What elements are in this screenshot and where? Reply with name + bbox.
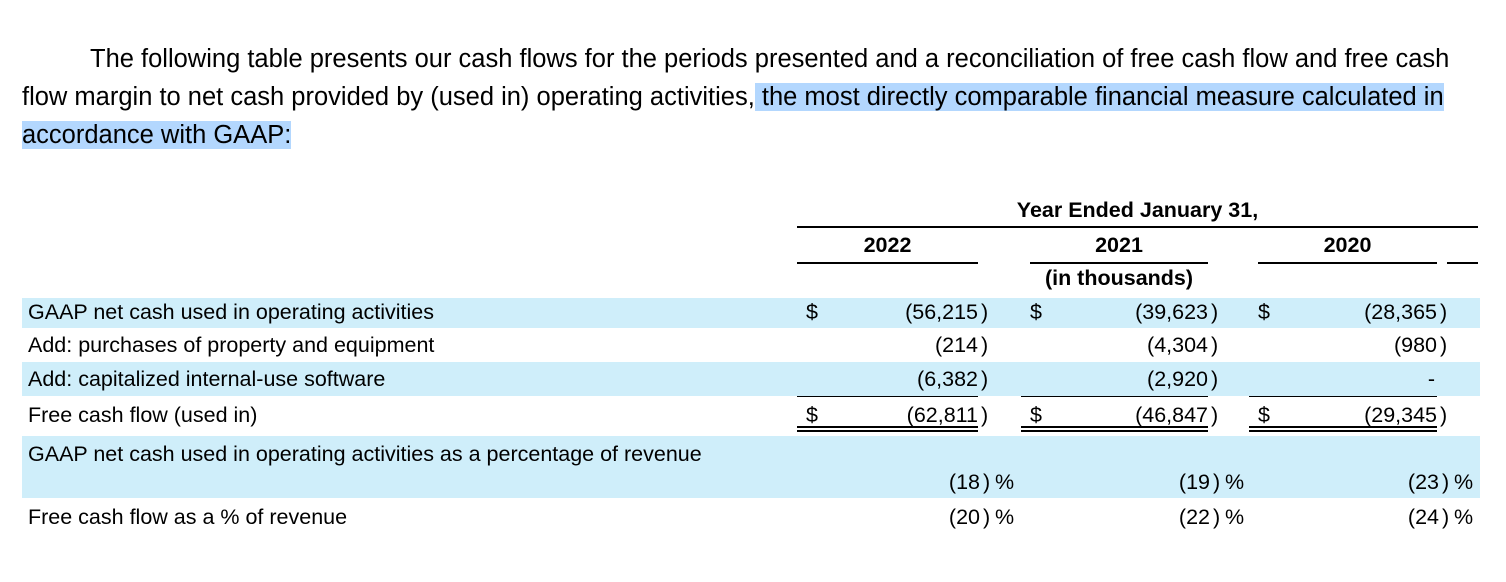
double-rule-bottom — [797, 430, 978, 432]
cell-value: (28,365 — [1364, 300, 1437, 324]
cell-value: (29,345 — [1364, 403, 1437, 427]
closing-paren: ) — [1211, 333, 1219, 357]
cell-value: (6,382 — [917, 367, 978, 391]
year-header-2020: 2020 — [1323, 233, 1372, 257]
closing-paren: ) — [1442, 470, 1450, 494]
closing-paren: ) — [1211, 367, 1219, 391]
row-label: Free cash flow (used in) — [28, 403, 258, 427]
row-label: Add: capitalized internal-use software — [28, 367, 386, 391]
year-rule — [797, 262, 978, 264]
percent-sign: % — [1454, 470, 1474, 494]
double-rule-top — [1249, 426, 1437, 428]
closing-paren: ) — [981, 403, 989, 427]
cell-value: (56,215 — [905, 300, 978, 324]
closing-paren: ) — [1211, 403, 1219, 427]
closing-paren: ) — [981, 367, 989, 391]
year-rule — [1030, 262, 1208, 264]
row-shading — [22, 436, 1480, 498]
cell-value: (23 — [1407, 470, 1439, 494]
cell-value: (22 — [1178, 505, 1210, 529]
row-shading — [22, 298, 1480, 328]
cell-value: (214 — [934, 333, 978, 357]
subtotal-rule — [797, 396, 978, 397]
closing-paren: ) — [981, 300, 989, 324]
closing-paren: ) — [981, 333, 989, 357]
cell-value: - — [1427, 367, 1435, 391]
subtotal-rule — [1249, 396, 1437, 397]
currency-symbol: $ — [1258, 403, 1270, 427]
percent-sign: % — [995, 505, 1015, 529]
double-rule-top — [1021, 426, 1208, 428]
intro-text: The following table presents our cash fl… — [22, 45, 1450, 111]
cell-value: (39,623 — [1135, 300, 1208, 324]
subtotal-rule — [1021, 396, 1208, 397]
double-rule-top — [797, 426, 978, 428]
percent-sign: % — [995, 470, 1015, 494]
closing-paren: ) — [1440, 333, 1448, 357]
cell-value: (46,847 — [1135, 403, 1208, 427]
intro-paragraph: The following table presents our cash fl… — [22, 40, 1492, 154]
closing-paren: ) — [1442, 505, 1450, 529]
row-label: GAAP net cash used in operating activiti… — [28, 300, 434, 324]
cell-value: (2,920 — [1147, 367, 1208, 391]
closing-paren: ) — [1213, 470, 1221, 494]
period-header: Year Ended January 31, — [1016, 198, 1259, 222]
closing-paren: ) — [983, 505, 991, 529]
currency-symbol: $ — [806, 403, 818, 427]
percent-sign: % — [1225, 470, 1245, 494]
cell-value: (24 — [1407, 505, 1439, 529]
row-label: Free cash flow as a % of revenue — [28, 505, 348, 529]
currency-symbol: $ — [1030, 300, 1042, 324]
closing-paren: ) — [983, 470, 991, 494]
year-rule — [1258, 262, 1437, 264]
year-header-2022: 2022 — [863, 233, 912, 257]
percent-sign: % — [1225, 505, 1245, 529]
percent-sign: % — [1454, 505, 1474, 529]
year-header-2021: 2021 — [1095, 233, 1143, 257]
header-rule — [797, 226, 1478, 228]
row-label: Add: purchases of property and equipment — [28, 333, 435, 357]
row-label: GAAP net cash used in operating activiti… — [28, 442, 702, 466]
closing-paren: ) — [1213, 505, 1221, 529]
closing-paren: ) — [1211, 300, 1219, 324]
cell-value: (62,811 — [906, 403, 978, 427]
cell-value: (980 — [1393, 333, 1437, 357]
currency-symbol: $ — [806, 300, 818, 324]
row-shading — [22, 362, 1480, 396]
cell-value: (20 — [948, 505, 980, 529]
currency-symbol: $ — [1258, 300, 1270, 324]
currency-symbol: $ — [1030, 403, 1042, 427]
units-label: (in thousands) — [1044, 266, 1194, 290]
closing-paren: ) — [1440, 403, 1448, 427]
cell-value: (19 — [1178, 470, 1210, 494]
double-rule-bottom — [1249, 430, 1437, 432]
cell-value: (4,304 — [1147, 333, 1208, 357]
closing-paren: ) — [1440, 300, 1448, 324]
cell-value: (18 — [948, 470, 980, 494]
double-rule-bottom — [1021, 430, 1208, 432]
year-rule — [1447, 262, 1478, 264]
